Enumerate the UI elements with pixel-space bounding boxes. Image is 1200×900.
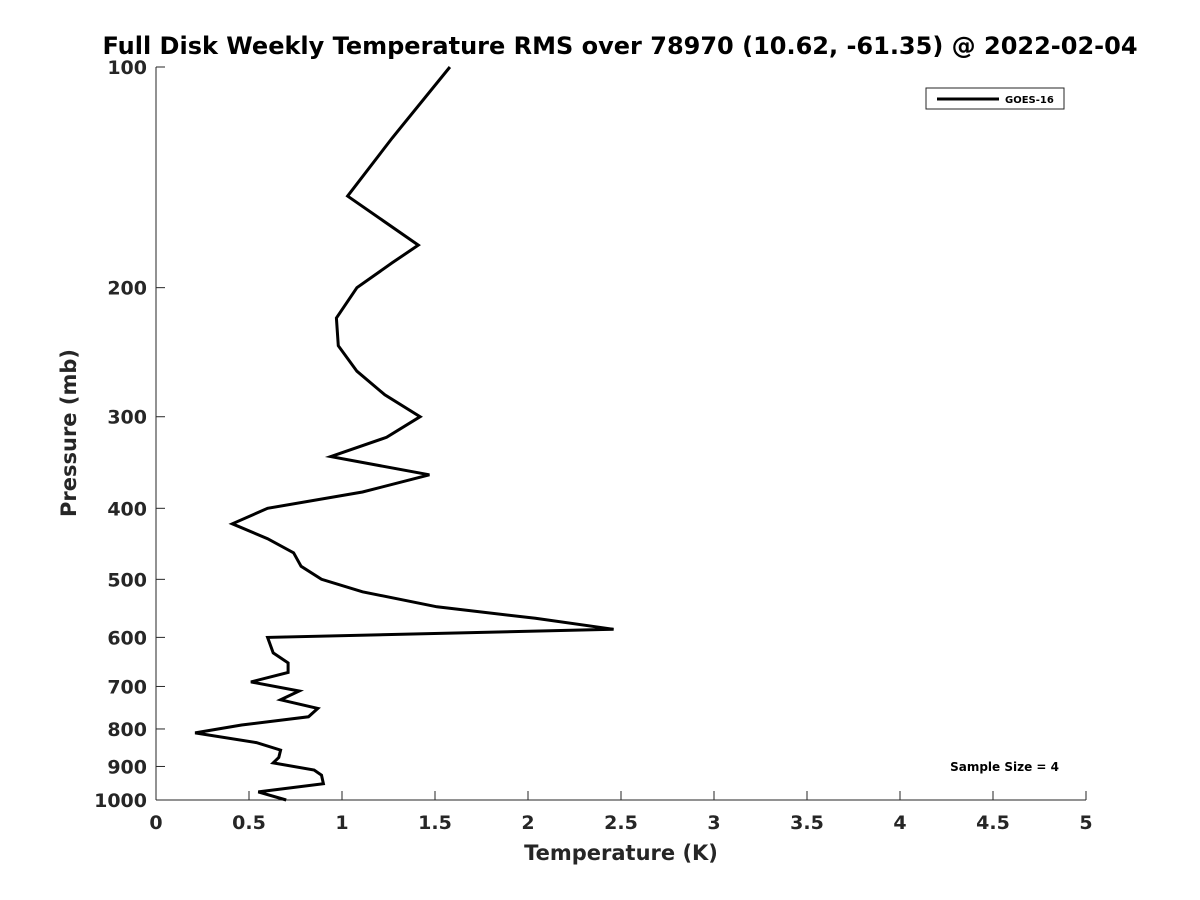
y-tick-label: 600 <box>107 627 147 649</box>
x-ticks: 0 0.5 1 1.5 2 2.5 3 3.5 4 4.5 5 <box>149 791 1093 834</box>
x-tick-label: 1.5 <box>418 812 452 834</box>
x-tick-label: 4.5 <box>976 812 1010 834</box>
y-tick-label: 300 <box>107 407 147 429</box>
y-axis-label: Pressure (mb) <box>57 349 81 517</box>
y-tick-label: 500 <box>107 569 147 591</box>
chart-title: Full Disk Weekly Temperature RMS over 78… <box>102 32 1137 60</box>
series-group <box>194 66 614 802</box>
x-tick-label: 3 <box>707 812 720 834</box>
legend: GOES-16 <box>925 87 1065 110</box>
x-tick-label: 3.5 <box>790 812 824 834</box>
x-tick-label: 5 <box>1079 812 1092 834</box>
x-tick-label: 2 <box>521 812 534 834</box>
y-tick-label: 200 <box>107 278 147 300</box>
x-tick-label: 0.5 <box>232 812 266 834</box>
legend-label-goes-16: GOES-16 <box>1005 95 1054 106</box>
x-tick-label: 1 <box>335 812 348 834</box>
x-tick-label: 0 <box>149 812 162 834</box>
sample-size-annotation: Sample Size = 4 <box>950 760 1059 774</box>
y-tick-label: 700 <box>107 676 147 698</box>
y-tick-label: 100 <box>107 57 147 79</box>
y-tick-label: 900 <box>107 756 147 778</box>
y-tick-label: 800 <box>107 719 147 741</box>
x-tick-label: 4 <box>893 812 906 834</box>
x-axis-label: Temperature (K) <box>524 841 718 865</box>
y-tick-label: 1000 <box>94 790 147 812</box>
y-tick-label: 400 <box>107 498 147 520</box>
y-ticks: 100 200 300 400 500 600 700 800 900 1000 <box>94 57 165 812</box>
series-line-goes-16 <box>194 66 614 802</box>
x-tick-label: 2.5 <box>604 812 638 834</box>
